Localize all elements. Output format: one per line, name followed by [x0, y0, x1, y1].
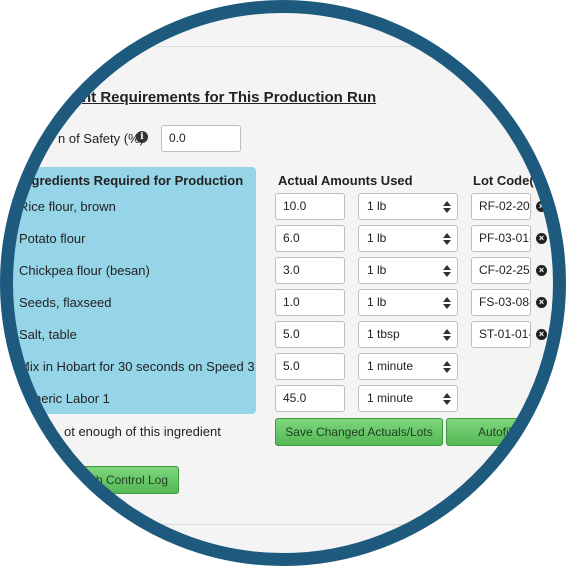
ingredient-name: Potato flour — [19, 231, 86, 246]
remove-lot-icon[interactable]: × — [536, 265, 547, 276]
unit-select-value: 1 lb — [367, 199, 387, 213]
ingredient-name: Seeds, flaxseed — [19, 295, 112, 310]
actual-amounts-column-header: Actual Amounts Used — [278, 173, 413, 188]
unit-select[interactable]: 1 minute — [358, 385, 458, 412]
ingredient-name: Mix in Hobart for 30 seconds on Speed 3 — [19, 359, 255, 374]
unit-select[interactable]: 1 lb — [358, 289, 458, 316]
insufficient-ingredient-legend: ot enough of this ingredient — [64, 424, 221, 439]
lot-codes-column-header: Lot Code(s — [473, 173, 541, 188]
select-arrows-icon — [443, 263, 451, 279]
actual-amount-input[interactable]: 10.0 — [275, 193, 345, 220]
top-divider — [0, 46, 566, 47]
ingredients-column-header: Ingredients Required for Production — [20, 173, 244, 188]
unit-select[interactable]: 1 lb — [358, 225, 458, 252]
unit-select[interactable]: 1 minute — [358, 353, 458, 380]
unit-select-value: 1 lb — [367, 295, 387, 309]
lot-code-input[interactable]: ST-01-01- — [471, 321, 531, 348]
select-arrows-icon — [443, 359, 451, 375]
actual-amount-input[interactable]: 45.0 — [275, 385, 345, 412]
actual-amount-input[interactable]: 3.0 — [275, 257, 345, 284]
select-arrows-icon — [443, 327, 451, 343]
unit-select-value: 1 lb — [367, 263, 387, 277]
actual-amount-input[interactable]: 1.0 — [275, 289, 345, 316]
ingredients-panel — [0, 167, 256, 414]
remove-lot-icon[interactable]: × — [536, 297, 547, 308]
page-title: nt Requirements for This Production Run — [82, 89, 377, 106]
unit-select-value: 1 tbsp — [367, 327, 400, 341]
select-arrows-icon — [443, 231, 451, 247]
lot-code-input[interactable]: PF-03-01- — [471, 225, 531, 252]
ingredient-name: Rice flour, brown — [19, 199, 116, 214]
remove-lot-icon[interactable]: × — [536, 233, 547, 244]
remove-lot-icon[interactable]: × — [536, 329, 547, 340]
bottom-divider — [0, 524, 566, 525]
select-arrows-icon — [443, 391, 451, 407]
unit-select-value: 1 minute — [367, 391, 414, 405]
unit-select[interactable]: 1 lb — [358, 257, 458, 284]
unit-select[interactable]: 1 tbsp — [358, 321, 458, 348]
batch-control-log-button[interactable]: h Control Log — [0, 466, 179, 494]
margin-of-safety-label: n of Safety (%) — [58, 131, 144, 146]
unit-select-value: 1 minute — [367, 359, 414, 373]
select-arrows-icon — [443, 199, 451, 215]
save-changed-actuals-button[interactable]: Save Changed Actuals/Lots — [275, 418, 443, 446]
lot-code-input[interactable]: RF-02-20- — [471, 193, 531, 220]
select-arrows-icon — [443, 295, 451, 311]
margin-of-safety-input[interactable]: 0.0 — [161, 125, 241, 152]
unit-select[interactable]: 1 lb — [358, 193, 458, 220]
ingredient-name: Salt, table — [19, 327, 77, 342]
actual-amount-input[interactable]: 5.0 — [275, 321, 345, 348]
remove-lot-icon[interactable]: × — [536, 201, 547, 212]
autofill-lots-button[interactable]: Autofill Lot — [446, 418, 566, 446]
lot-code-input[interactable]: FS-03-08- — [471, 289, 531, 316]
actual-amount-input[interactable]: 5.0 — [275, 353, 345, 380]
ingredient-name: neric Labor 1 — [34, 391, 110, 406]
lot-code-input[interactable]: CF-02-25- — [471, 257, 531, 284]
unit-select-value: 1 lb — [367, 231, 387, 245]
actual-amount-input[interactable]: 6.0 — [275, 225, 345, 252]
ingredient-name: Chickpea flour (besan) — [19, 263, 150, 278]
info-icon[interactable]: i — [136, 131, 148, 143]
